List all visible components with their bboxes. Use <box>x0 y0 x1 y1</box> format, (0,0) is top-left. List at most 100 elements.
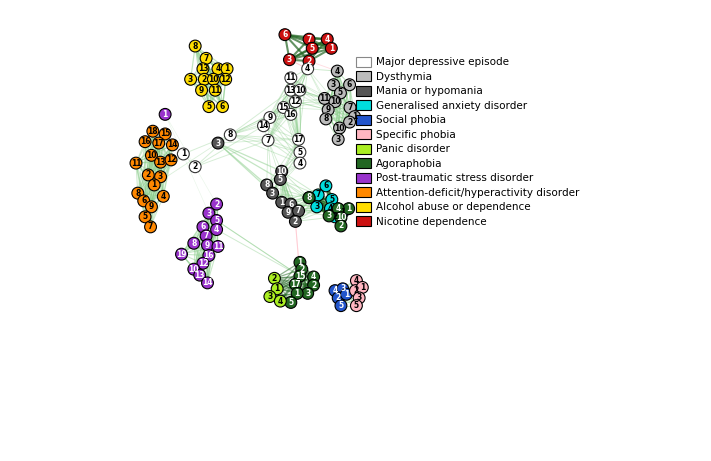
Circle shape <box>285 72 296 84</box>
Circle shape <box>155 156 166 168</box>
Circle shape <box>276 165 288 177</box>
Text: 11: 11 <box>210 86 220 95</box>
Text: 2: 2 <box>306 57 311 65</box>
Circle shape <box>356 282 368 293</box>
Text: 4: 4 <box>328 204 333 213</box>
Text: 12: 12 <box>166 155 176 165</box>
Circle shape <box>303 192 315 204</box>
Circle shape <box>296 263 308 275</box>
Circle shape <box>274 174 287 185</box>
Text: 15: 15 <box>160 130 171 138</box>
Text: 3: 3 <box>270 189 275 198</box>
Circle shape <box>322 104 334 116</box>
Text: 1: 1 <box>297 258 303 267</box>
Text: 11: 11 <box>286 73 296 83</box>
Text: 9: 9 <box>205 241 210 249</box>
Circle shape <box>343 116 356 128</box>
Text: 3: 3 <box>206 209 211 218</box>
Circle shape <box>203 100 215 112</box>
Circle shape <box>279 29 291 41</box>
Text: 3: 3 <box>267 292 272 301</box>
Circle shape <box>261 179 272 191</box>
Circle shape <box>328 79 340 91</box>
Circle shape <box>333 122 346 134</box>
Text: 1: 1 <box>163 110 168 119</box>
Text: 10: 10 <box>188 265 199 274</box>
Circle shape <box>220 73 232 85</box>
Text: 5: 5 <box>214 216 219 225</box>
Circle shape <box>301 287 314 299</box>
Text: 4: 4 <box>305 65 310 73</box>
Circle shape <box>274 295 287 307</box>
Circle shape <box>165 154 177 166</box>
Circle shape <box>155 171 166 183</box>
Text: 4: 4 <box>214 225 219 234</box>
Circle shape <box>289 278 301 290</box>
Circle shape <box>264 112 276 124</box>
Text: 13: 13 <box>195 271 205 280</box>
Text: 17: 17 <box>154 139 164 148</box>
Circle shape <box>139 136 151 148</box>
Circle shape <box>326 194 338 206</box>
Circle shape <box>285 296 296 308</box>
Text: 2: 2 <box>332 213 338 221</box>
Text: 8: 8 <box>193 41 198 51</box>
Circle shape <box>331 65 343 77</box>
Text: 14: 14 <box>258 121 269 130</box>
Text: 3: 3 <box>314 202 319 211</box>
Circle shape <box>210 198 223 210</box>
Circle shape <box>212 137 224 149</box>
Circle shape <box>130 157 142 169</box>
Text: 2: 2 <box>193 162 198 171</box>
Circle shape <box>285 84 296 96</box>
Text: 3: 3 <box>326 212 332 220</box>
Circle shape <box>351 300 363 312</box>
Text: 1: 1 <box>225 65 230 73</box>
Text: 2: 2 <box>146 171 151 179</box>
Text: 8: 8 <box>264 180 269 189</box>
Text: 3: 3 <box>356 293 362 302</box>
Text: 9: 9 <box>286 208 291 217</box>
Circle shape <box>146 149 157 161</box>
Text: 2: 2 <box>214 200 219 208</box>
Circle shape <box>320 113 332 125</box>
Text: 1: 1 <box>346 204 351 213</box>
Text: 10: 10 <box>336 213 346 222</box>
Circle shape <box>344 101 356 113</box>
Text: 16: 16 <box>203 251 214 260</box>
Circle shape <box>276 196 288 208</box>
Text: 8: 8 <box>191 239 196 248</box>
Circle shape <box>348 111 360 123</box>
Circle shape <box>353 292 365 304</box>
Circle shape <box>335 220 347 232</box>
Text: 4: 4 <box>278 296 283 306</box>
Text: 4: 4 <box>354 276 359 285</box>
Circle shape <box>149 179 160 191</box>
Circle shape <box>203 207 215 219</box>
Circle shape <box>312 189 324 201</box>
Text: 2: 2 <box>347 118 352 127</box>
Text: 3: 3 <box>287 55 292 64</box>
Text: 3: 3 <box>188 75 193 84</box>
Text: 5: 5 <box>278 175 283 184</box>
Text: 10: 10 <box>294 86 305 95</box>
Circle shape <box>337 207 348 218</box>
Circle shape <box>294 157 306 169</box>
Text: 13: 13 <box>155 158 166 167</box>
Circle shape <box>209 84 221 96</box>
Text: 16: 16 <box>140 137 150 146</box>
Circle shape <box>335 300 347 312</box>
Text: 6: 6 <box>324 181 328 190</box>
Circle shape <box>292 287 303 299</box>
Circle shape <box>343 203 355 214</box>
Legend: Major depressive episode, Dysthymia, Mania or hypomania, Generalised anxiety dis: Major depressive episode, Dysthymia, Man… <box>353 53 582 230</box>
Circle shape <box>294 270 306 282</box>
Circle shape <box>329 211 341 223</box>
Text: 5: 5 <box>329 195 334 204</box>
Circle shape <box>337 283 348 295</box>
Text: 1: 1 <box>352 112 357 121</box>
Circle shape <box>301 63 314 75</box>
Circle shape <box>350 285 361 296</box>
Circle shape <box>267 187 279 199</box>
Text: 6: 6 <box>220 102 225 111</box>
